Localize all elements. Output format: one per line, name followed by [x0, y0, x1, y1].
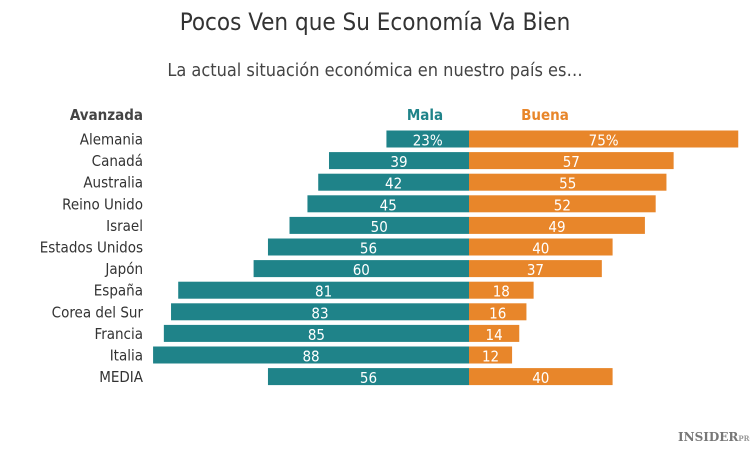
category-label: Australia	[83, 174, 143, 192]
legend-buena: Buena	[521, 106, 569, 124]
bar-buena	[469, 130, 739, 148]
bar-mala	[267, 368, 469, 386]
label-buena: 12	[482, 348, 499, 366]
legend-mala: Mala	[407, 106, 443, 124]
category-label: Reino Unido	[62, 195, 143, 213]
label-buena: 18	[493, 283, 510, 301]
bar-buena	[469, 195, 656, 213]
category-label: Alemania	[80, 131, 143, 149]
label-mala: 23%	[413, 132, 443, 150]
label-mala: 56	[360, 240, 377, 258]
bar-buena	[469, 324, 520, 342]
bar-mala	[289, 216, 469, 234]
label-buena: 40	[532, 369, 549, 387]
label-mala: 60	[353, 261, 370, 279]
category-label: MEDIA	[99, 368, 144, 386]
chart-subtitle: La actual situación económica en nuestro…	[167, 60, 583, 81]
bar-mala	[171, 303, 469, 321]
bar-buena	[469, 281, 534, 299]
category-label: Israel	[106, 217, 143, 235]
bar-buena	[469, 238, 613, 256]
label-buena: 49	[548, 218, 565, 236]
label-mala: 45	[380, 196, 397, 214]
category-label: Francia	[95, 325, 143, 343]
bar-mala	[153, 346, 469, 364]
bar-mala	[307, 195, 469, 213]
group-label: Avanzada	[70, 106, 143, 124]
label-buena: 55	[559, 175, 576, 193]
label-buena: 40	[532, 240, 549, 258]
bar-mala	[386, 130, 469, 148]
insider-pro-logo: INSIDERPRO	[678, 430, 750, 444]
label-mala: 39	[390, 153, 407, 171]
label-buena: 57	[563, 153, 580, 171]
label-mala: 85	[308, 326, 325, 344]
bar-buena	[469, 216, 645, 234]
bar-mala	[163, 324, 469, 342]
label-buena: 52	[554, 196, 571, 214]
label-mala: 83	[311, 304, 328, 322]
bar-mala	[178, 281, 469, 299]
category-label: España	[94, 282, 143, 300]
category-label: Italia	[110, 347, 143, 365]
logo-text: INSIDER	[678, 430, 739, 444]
label-mala: 50	[371, 218, 388, 236]
label-buena: 14	[486, 326, 503, 344]
bar-buena	[469, 303, 527, 321]
bar-buena	[469, 260, 602, 278]
label-buena: 37	[527, 261, 544, 279]
label-mala: 42	[385, 175, 402, 193]
label-buena: 16	[489, 304, 506, 322]
category-label: Canadá	[92, 152, 143, 170]
logo-sup: PRO	[738, 434, 750, 443]
bar-mala	[318, 173, 469, 191]
label-mala: 81	[315, 283, 332, 301]
category-label: Estados Unidos	[40, 239, 143, 257]
label-buena: 75%	[589, 132, 619, 150]
bar-mala	[253, 260, 469, 278]
bar-mala	[267, 238, 469, 256]
bar-mala	[328, 152, 469, 170]
category-label: Corea del Sur	[52, 303, 144, 321]
chart-title: Pocos Ven que Su Economía Va Bien	[179, 8, 571, 36]
bar-buena	[469, 173, 667, 191]
label-mala: 88	[302, 348, 319, 366]
label-mala: 56	[360, 369, 377, 387]
bar-buena	[469, 368, 613, 386]
bar-buena	[469, 346, 513, 364]
category-label: Japón	[104, 260, 143, 278]
bar-buena	[469, 152, 674, 170]
